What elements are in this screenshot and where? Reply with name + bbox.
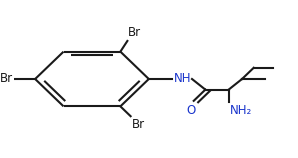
Text: NH₂: NH₂ bbox=[230, 104, 252, 117]
Text: O: O bbox=[187, 104, 196, 117]
Text: Br: Br bbox=[0, 73, 13, 85]
Text: NH: NH bbox=[173, 72, 191, 85]
Text: Br: Br bbox=[128, 26, 141, 39]
Text: Br: Br bbox=[131, 118, 145, 131]
